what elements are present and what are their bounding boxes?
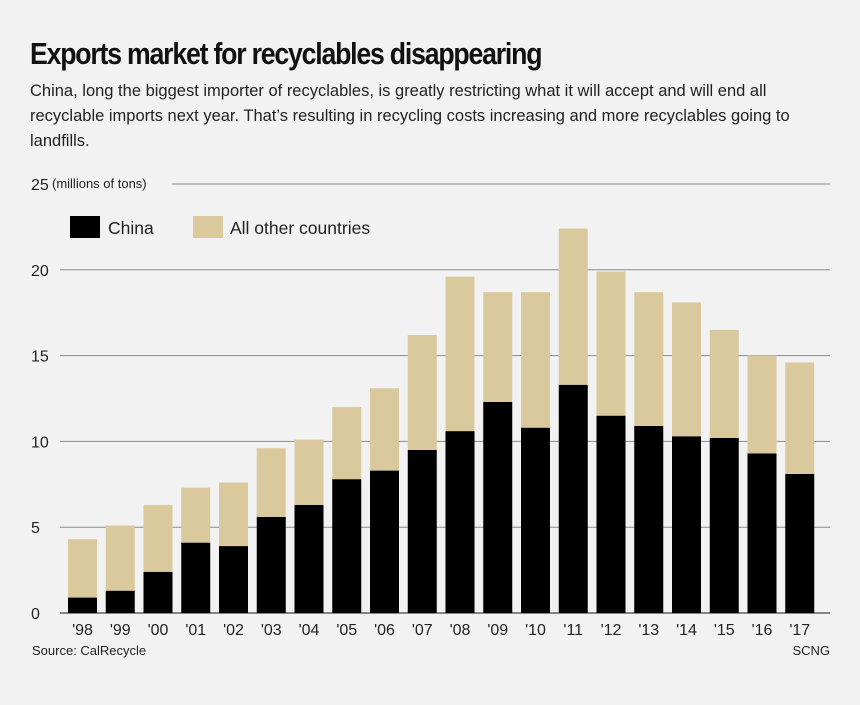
x-tick-label: '07 — [412, 622, 433, 639]
bar-china — [709, 437, 739, 613]
legend-swatch-other — [193, 216, 223, 238]
x-tick-label: '12 — [601, 622, 622, 639]
bar-china — [219, 546, 248, 613]
x-tick-label: '01 — [185, 622, 206, 639]
x-tick-label: '04 — [299, 622, 320, 639]
bar-other-countries — [672, 302, 701, 437]
y-tick-label: 20 — [31, 263, 49, 280]
bar-other-countries — [445, 276, 475, 432]
bar-other-countries — [558, 228, 588, 385]
y-tick-label: 0 — [31, 606, 40, 623]
bar-other-countries — [370, 388, 399, 471]
legend-label-china: China — [108, 218, 154, 238]
bar-other-countries — [256, 448, 286, 517]
legend: China All other countries — [70, 216, 370, 238]
bar-other-countries — [105, 525, 135, 591]
bar-other-countries — [521, 292, 550, 428]
bar-china — [521, 427, 550, 613]
bar-other-countries — [785, 362, 815, 475]
bar-china — [68, 597, 97, 613]
bar-other-countries — [294, 439, 324, 505]
gridlines — [60, 183, 830, 614]
chart-subtitle: China, long the biggest importer of recy… — [30, 82, 790, 150]
bar-china — [785, 474, 815, 613]
bar-china — [634, 425, 664, 613]
legend-label-other: All other countries — [230, 218, 370, 238]
x-tick-label: '15 — [714, 622, 735, 639]
bar-other-countries — [634, 292, 664, 426]
x-tick-label: '10 — [525, 622, 546, 639]
x-tick-label: '11 — [563, 622, 583, 639]
x-axis-ticks: '98 '99 '00 '01 '02 '03 '04 '05 '06 '07 '08 '09 '10 '… — [72, 622, 810, 639]
bar-china — [256, 516, 286, 613]
bar-china — [181, 542, 211, 613]
bar-china — [596, 415, 626, 613]
x-tick-label: '16 — [752, 622, 773, 639]
bar-other-countries — [219, 482, 248, 547]
x-tick-label: '03 — [261, 622, 282, 639]
bar-china — [483, 401, 513, 613]
x-tick-label: '06 — [374, 622, 395, 639]
x-tick-label: '13 — [638, 622, 659, 639]
bar-other-countries — [181, 487, 211, 543]
bar-other-countries — [747, 355, 777, 454]
bar-other-countries — [143, 504, 173, 572]
bar-china — [445, 431, 475, 613]
bar-other-countries — [332, 407, 362, 480]
x-tick-label: '14 — [676, 622, 697, 639]
bar-china — [294, 504, 324, 613]
x-tick-label: '05 — [336, 622, 357, 639]
chart-title: Exports market for recyclables disappear… — [30, 36, 542, 71]
x-tick-label: '09 — [487, 622, 508, 639]
x-tick-label: '17 — [789, 622, 810, 639]
x-tick-label: '00 — [148, 622, 169, 639]
y-axis-ticks: 0 5 10 15 20 25 (millions of tons) — [31, 176, 147, 623]
y-tick-label: 5 — [31, 520, 40, 537]
bar-china — [143, 571, 173, 613]
bar-china — [332, 479, 362, 613]
legend-swatch-china — [70, 216, 100, 238]
y-tick-label: 25 — [31, 177, 49, 194]
bar-china — [407, 449, 437, 613]
y-tick-label: 15 — [31, 349, 49, 366]
x-tick-label: '99 — [110, 622, 131, 639]
bar-other-countries — [483, 292, 513, 402]
bar-other-countries — [68, 539, 97, 598]
y-tick-label: 10 — [31, 434, 49, 451]
bar-other-countries — [407, 335, 437, 450]
x-tick-label: '98 — [72, 622, 93, 639]
bar-china — [370, 470, 399, 613]
bar-china — [672, 436, 701, 613]
bar-other-countries — [596, 271, 626, 416]
bar-other-countries — [709, 329, 739, 438]
x-tick-label: '02 — [223, 622, 244, 639]
credit-note: SCNG — [792, 643, 830, 658]
bar-china — [105, 590, 135, 613]
bars — [68, 228, 815, 613]
bar-china — [558, 384, 588, 613]
source-note: Source: CalRecycle — [32, 643, 147, 658]
x-tick-label: '08 — [450, 622, 471, 639]
bar-china — [747, 453, 777, 613]
y-unit-label: (millions of tons) — [52, 176, 147, 191]
